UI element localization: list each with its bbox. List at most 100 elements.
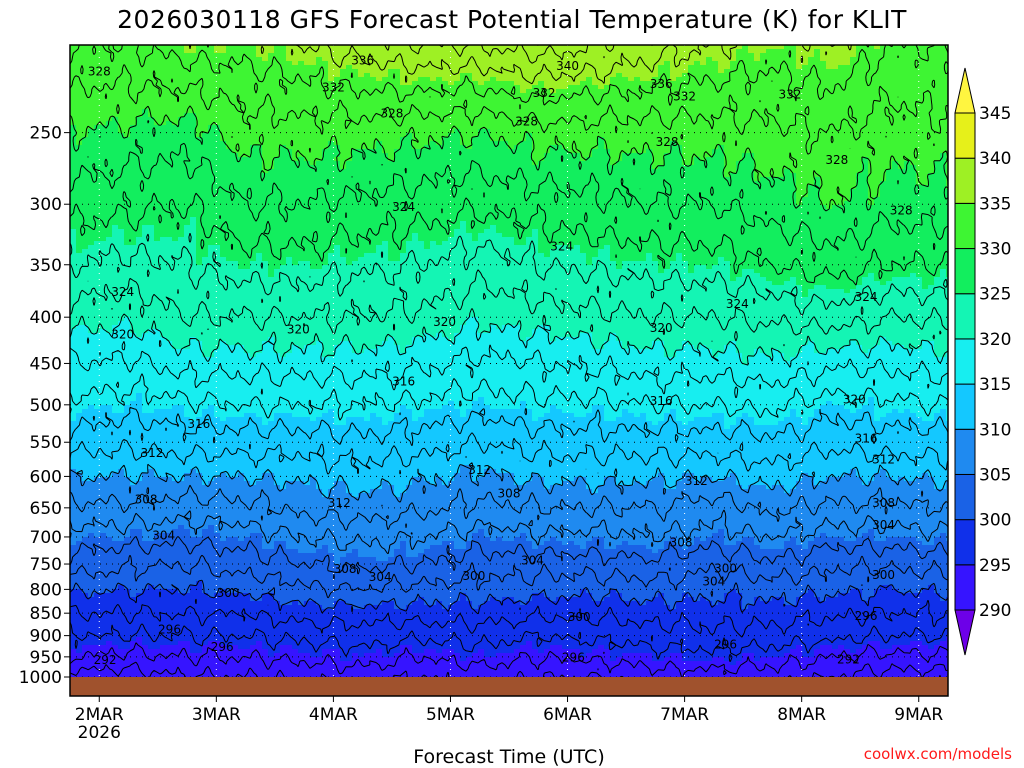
field-cell: [562, 97, 569, 102]
field-cell: [496, 73, 503, 78]
field-cell: [226, 129, 233, 134]
field-cell: [322, 105, 329, 110]
field-cell: [436, 121, 443, 126]
field-cell: [448, 157, 455, 162]
field-cell: [814, 101, 821, 106]
field-cell: [664, 141, 671, 146]
field-cell: [610, 129, 617, 134]
field-cell: [580, 117, 587, 122]
field-cell: [706, 177, 713, 182]
field-cell: [346, 169, 353, 174]
field-cell: [82, 177, 89, 182]
field-cell: [292, 57, 299, 62]
field-cell: [682, 117, 689, 122]
field-cell: [424, 85, 431, 90]
field-cell: [106, 93, 113, 98]
field-cell: [166, 169, 173, 174]
field-cell: [886, 73, 893, 78]
field-cell: [334, 133, 341, 138]
field-cell: [646, 109, 653, 114]
field-cell: [178, 173, 185, 178]
field-cell: [502, 81, 509, 86]
field-cell: [790, 77, 797, 82]
field-cell: [616, 137, 623, 142]
field-cell: [532, 93, 539, 98]
field-cell: [88, 153, 95, 158]
field-cell: [214, 121, 221, 126]
field-cell: [298, 165, 305, 170]
field-cell: [172, 101, 179, 106]
field-cell: [604, 137, 611, 142]
field-cell: [280, 161, 287, 166]
field-cell: [442, 149, 449, 154]
field-cell: [406, 121, 413, 126]
field-cell: [646, 121, 653, 126]
field-cell: [928, 161, 935, 166]
field-cell: [436, 109, 443, 114]
field-cell: [136, 113, 143, 118]
field-cell: [682, 85, 689, 90]
field-cell: [484, 145, 491, 150]
field-cell: [574, 141, 581, 146]
field-cell: [238, 165, 245, 170]
field-cell: [640, 57, 647, 62]
field-cell: [670, 145, 677, 150]
field-cell: [334, 121, 341, 126]
field-cell: [784, 137, 791, 142]
field-cell: [172, 97, 179, 102]
field-cell: [622, 165, 629, 170]
field-cell: [232, 141, 239, 146]
field-cell: [310, 161, 317, 166]
field-cell: [154, 69, 161, 74]
field-cell: [928, 157, 935, 162]
field-cell: [472, 145, 479, 150]
field-cell: [220, 49, 227, 54]
field-cell: [562, 61, 569, 66]
field-cell: [370, 53, 377, 58]
field-cell: [676, 169, 683, 174]
field-cell: [718, 105, 725, 110]
field-cell: [142, 161, 149, 166]
field-cell: [244, 81, 251, 86]
field-cell: [388, 141, 395, 146]
field-cell: [202, 81, 209, 86]
field-cell: [844, 117, 851, 122]
field-cell: [562, 57, 569, 62]
field-cell: [118, 177, 125, 182]
field-cell: [574, 149, 581, 154]
field-cell: [946, 149, 948, 154]
field-cell: [664, 157, 671, 162]
field-cell: [526, 65, 533, 70]
field-cell: [652, 157, 659, 162]
field-cell: [610, 73, 617, 78]
field-cell: [562, 129, 569, 134]
field-cell: [202, 145, 209, 150]
field-cell: [670, 85, 677, 90]
field-cell: [646, 61, 653, 66]
field-cell: [844, 129, 851, 134]
field-cell: [346, 97, 353, 102]
field-cell: [274, 117, 281, 122]
field-cell: [538, 61, 545, 66]
field-cell: [478, 65, 485, 70]
field-cell: [790, 61, 797, 66]
field-cell: [274, 53, 281, 58]
field-cell: [892, 137, 899, 142]
field-cell: [424, 153, 431, 158]
field-cell: [82, 149, 89, 154]
field-cell: [316, 49, 323, 54]
field-cell: [184, 149, 191, 154]
field-cell: [496, 133, 503, 138]
field-cell: [358, 53, 365, 58]
field-cell: [478, 45, 485, 50]
field-cell: [520, 161, 527, 166]
field-cell: [682, 113, 689, 118]
field-cell: [202, 149, 209, 154]
field-cell: [172, 145, 179, 150]
field-cell: [322, 65, 329, 70]
field-cell: [706, 45, 713, 50]
field-cell: [580, 153, 587, 158]
field-cell: [70, 153, 77, 158]
field-cell: [406, 177, 413, 182]
field-cell: [268, 153, 275, 158]
